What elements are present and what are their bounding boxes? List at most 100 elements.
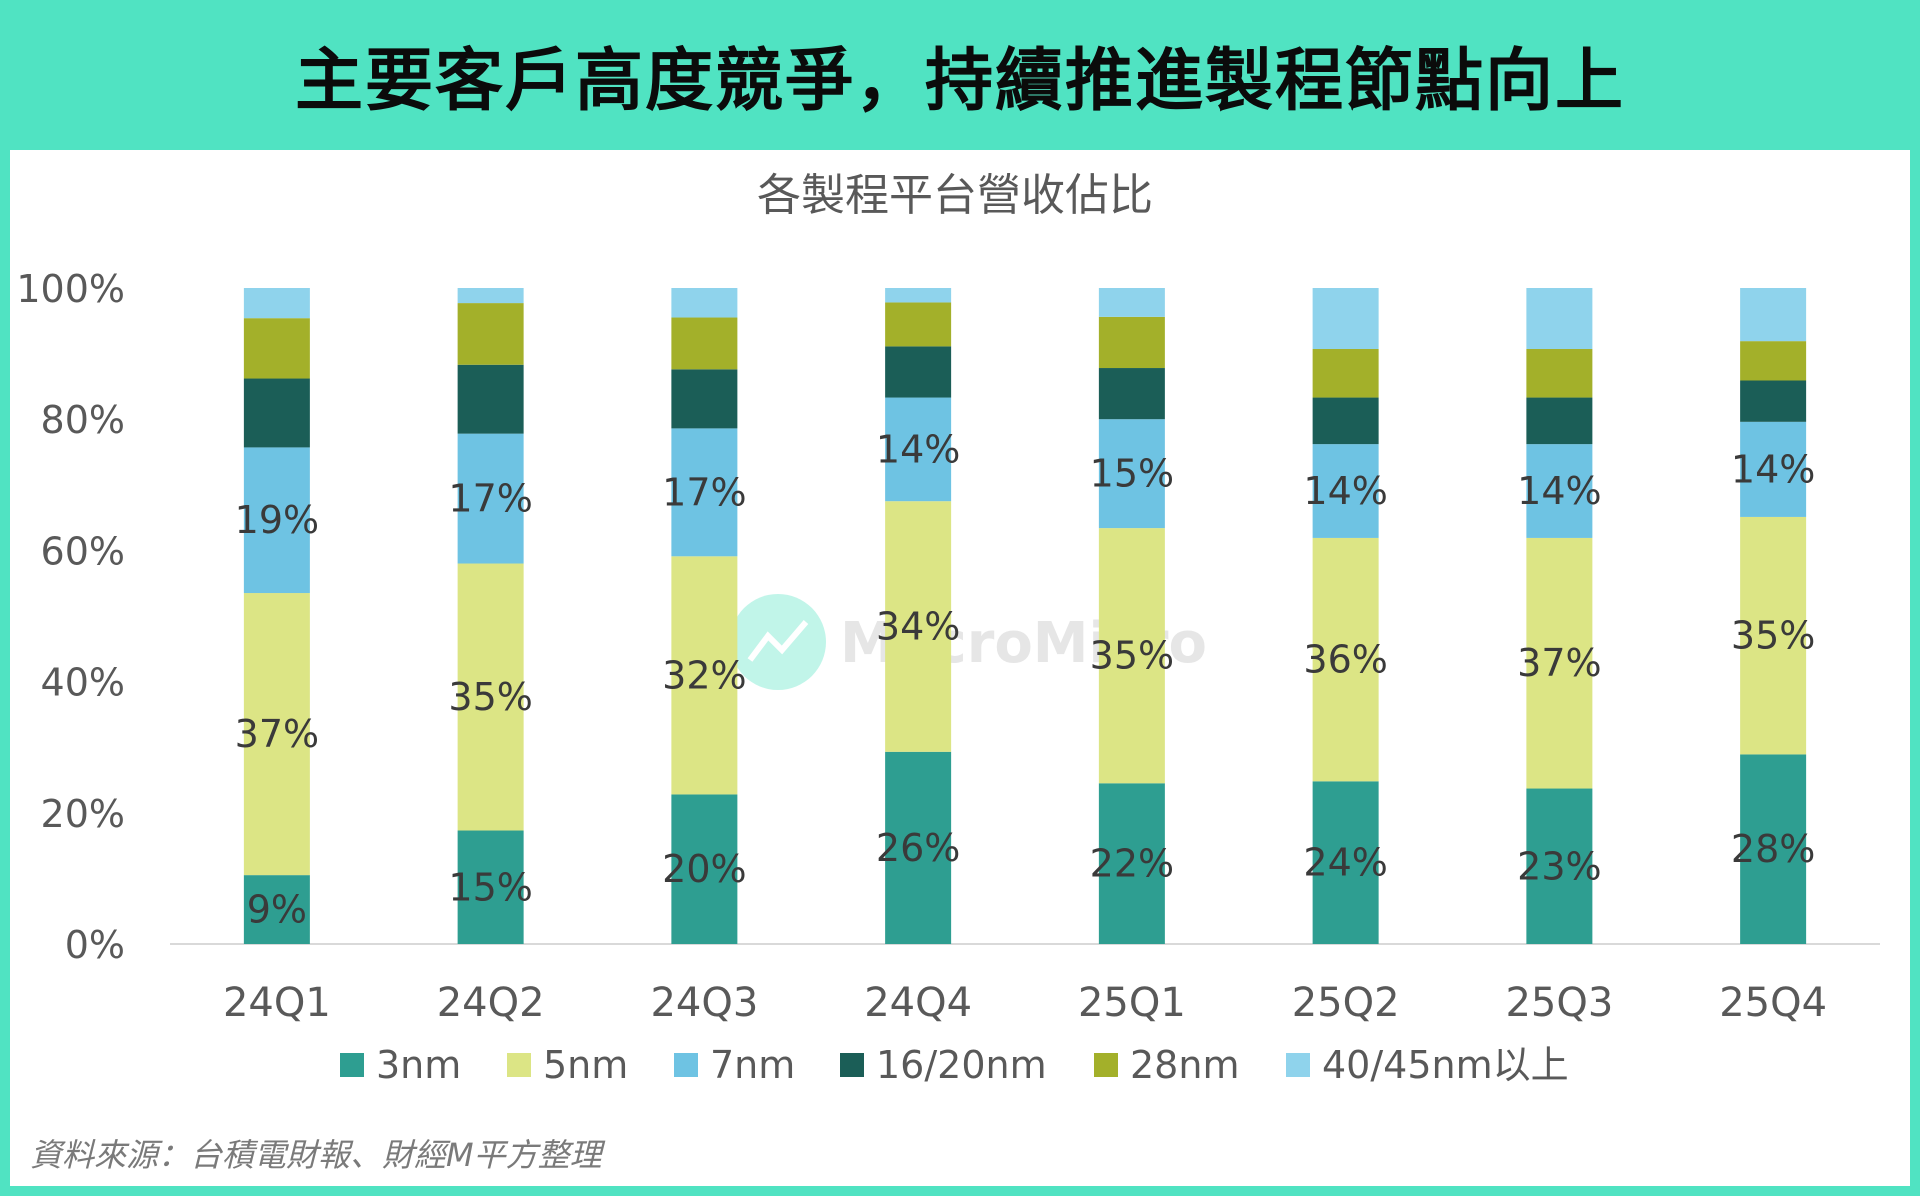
bar-segment [457, 563, 524, 831]
bar-segment [243, 447, 310, 594]
y-tick-label: 100% [16, 267, 125, 311]
data-label: 37% [235, 712, 319, 756]
legend-label: 40/45nm以上 [1322, 1043, 1569, 1087]
watermark-logo-icon [730, 594, 826, 690]
bar-segment [1098, 368, 1165, 420]
bar-segment [885, 346, 952, 398]
bar-segment [457, 433, 524, 564]
y-tick-label: 60% [41, 529, 125, 573]
source-note: 資料來源：台積電財報、財經M平方整理 [30, 1136, 602, 1174]
data-label: 19% [235, 498, 319, 542]
data-label: 14% [1517, 469, 1601, 513]
bar-segment [885, 397, 952, 502]
bar-segment [1312, 288, 1379, 350]
legend-swatch [674, 1053, 698, 1077]
y-tick-label: 80% [41, 398, 125, 442]
bar-segment [1740, 516, 1807, 755]
bar-segment [1740, 754, 1807, 944]
bar-segment [457, 303, 524, 365]
watermark-trend-icon [747, 620, 809, 662]
y-tick-label: 40% [41, 661, 125, 705]
x-tick-label: 25Q4 [1719, 980, 1827, 1026]
data-label: 15% [1090, 452, 1174, 496]
legend-swatch [340, 1053, 364, 1077]
chart-panel: 各製程平台營收佔比 MacroMicro 0% 20% 40% 60% 80% 100% 9% 3… [10, 150, 1910, 1186]
data-label: 28% [1731, 827, 1815, 871]
bar-segment [243, 593, 310, 876]
data-label: 22% [1090, 842, 1174, 886]
data-label: 17% [448, 477, 532, 521]
bar-segment [885, 288, 952, 303]
data-label: 36% [1303, 638, 1387, 682]
bar-segment [1098, 528, 1165, 784]
x-tick-label: 25Q3 [1505, 980, 1613, 1026]
x-tick-label: 24Q2 [437, 980, 545, 1026]
bar-segment [1526, 349, 1593, 398]
y-tick-label: 0% [65, 923, 125, 967]
legend-swatch [507, 1053, 531, 1077]
bar-segment [1312, 397, 1379, 445]
bar-segment [243, 875, 310, 944]
y-tick-label: 20% [41, 792, 125, 836]
data-label: 9% [247, 888, 307, 932]
bar-segment [885, 302, 952, 347]
data-label: 15% [448, 865, 532, 909]
legend-swatch [1094, 1053, 1118, 1077]
data-label: 26% [876, 826, 960, 870]
legend-label: 7nm [710, 1043, 795, 1087]
x-tick-label: 24Q3 [650, 980, 758, 1026]
x-tick-label: 24Q1 [223, 980, 331, 1026]
legend-label: 5nm [543, 1043, 628, 1087]
bar-segment [1526, 788, 1593, 944]
bar-segment [671, 317, 738, 370]
legend-label: 3nm [376, 1043, 461, 1087]
bar-segment [671, 556, 738, 795]
stacked-bar-chart: 各製程平台營收佔比MacroMicro0%20%40%60%80%100%9%3… [16, 170, 1880, 1087]
data-label: 14% [1303, 469, 1387, 513]
bar-segment [1740, 341, 1807, 381]
x-tick-label: 25Q1 [1078, 980, 1186, 1026]
bar-segment [1098, 783, 1165, 944]
chart-title: 各製程平台營收佔比 [757, 170, 1153, 221]
bar-segment [457, 288, 524, 304]
bar-segment [671, 794, 738, 944]
bar-segment [885, 751, 952, 944]
bar-segment [1312, 349, 1379, 398]
data-label: 35% [448, 675, 532, 719]
bar-segment [1098, 419, 1165, 529]
x-tick-label: 25Q2 [1292, 980, 1400, 1026]
data-label: 23% [1517, 844, 1601, 888]
x-tick-label: 24Q4 [864, 980, 972, 1026]
data-label: 14% [1731, 447, 1815, 491]
bar-segment [1740, 421, 1807, 517]
bar-segment [457, 364, 524, 434]
bar-segment [1312, 537, 1379, 782]
bar-segment [671, 369, 738, 429]
bar-segment [671, 428, 738, 557]
bar-segment [1526, 288, 1593, 350]
title-banner: 主要客戶高度競爭，持續推進製程節點向上 [0, 0, 1920, 148]
data-label: 35% [1090, 634, 1174, 678]
legend-label: 16/20nm [876, 1043, 1047, 1087]
bar-segment [1740, 288, 1807, 342]
bar-segment [885, 501, 952, 752]
bar-segment [1098, 288, 1165, 317]
bar-segment [671, 288, 738, 318]
data-label: 17% [662, 470, 746, 514]
data-label: 34% [876, 604, 960, 648]
bar-segment [243, 288, 310, 319]
data-label: 24% [1303, 841, 1387, 885]
data-label: 35% [1731, 614, 1815, 658]
bar-segment [1312, 444, 1379, 538]
bar-segment [1526, 537, 1593, 789]
bar-segment [1098, 316, 1165, 369]
legend-swatch [840, 1053, 864, 1077]
legend-label: 28nm [1130, 1043, 1239, 1087]
bar-segment [457, 830, 524, 944]
bar-segment [1312, 781, 1379, 944]
data-label: 14% [876, 427, 960, 471]
page-title: 主要客戶高度競爭，持續推進製程節點向上 [294, 41, 1625, 121]
data-label: 20% [662, 847, 746, 891]
legend-swatch [1286, 1053, 1310, 1077]
